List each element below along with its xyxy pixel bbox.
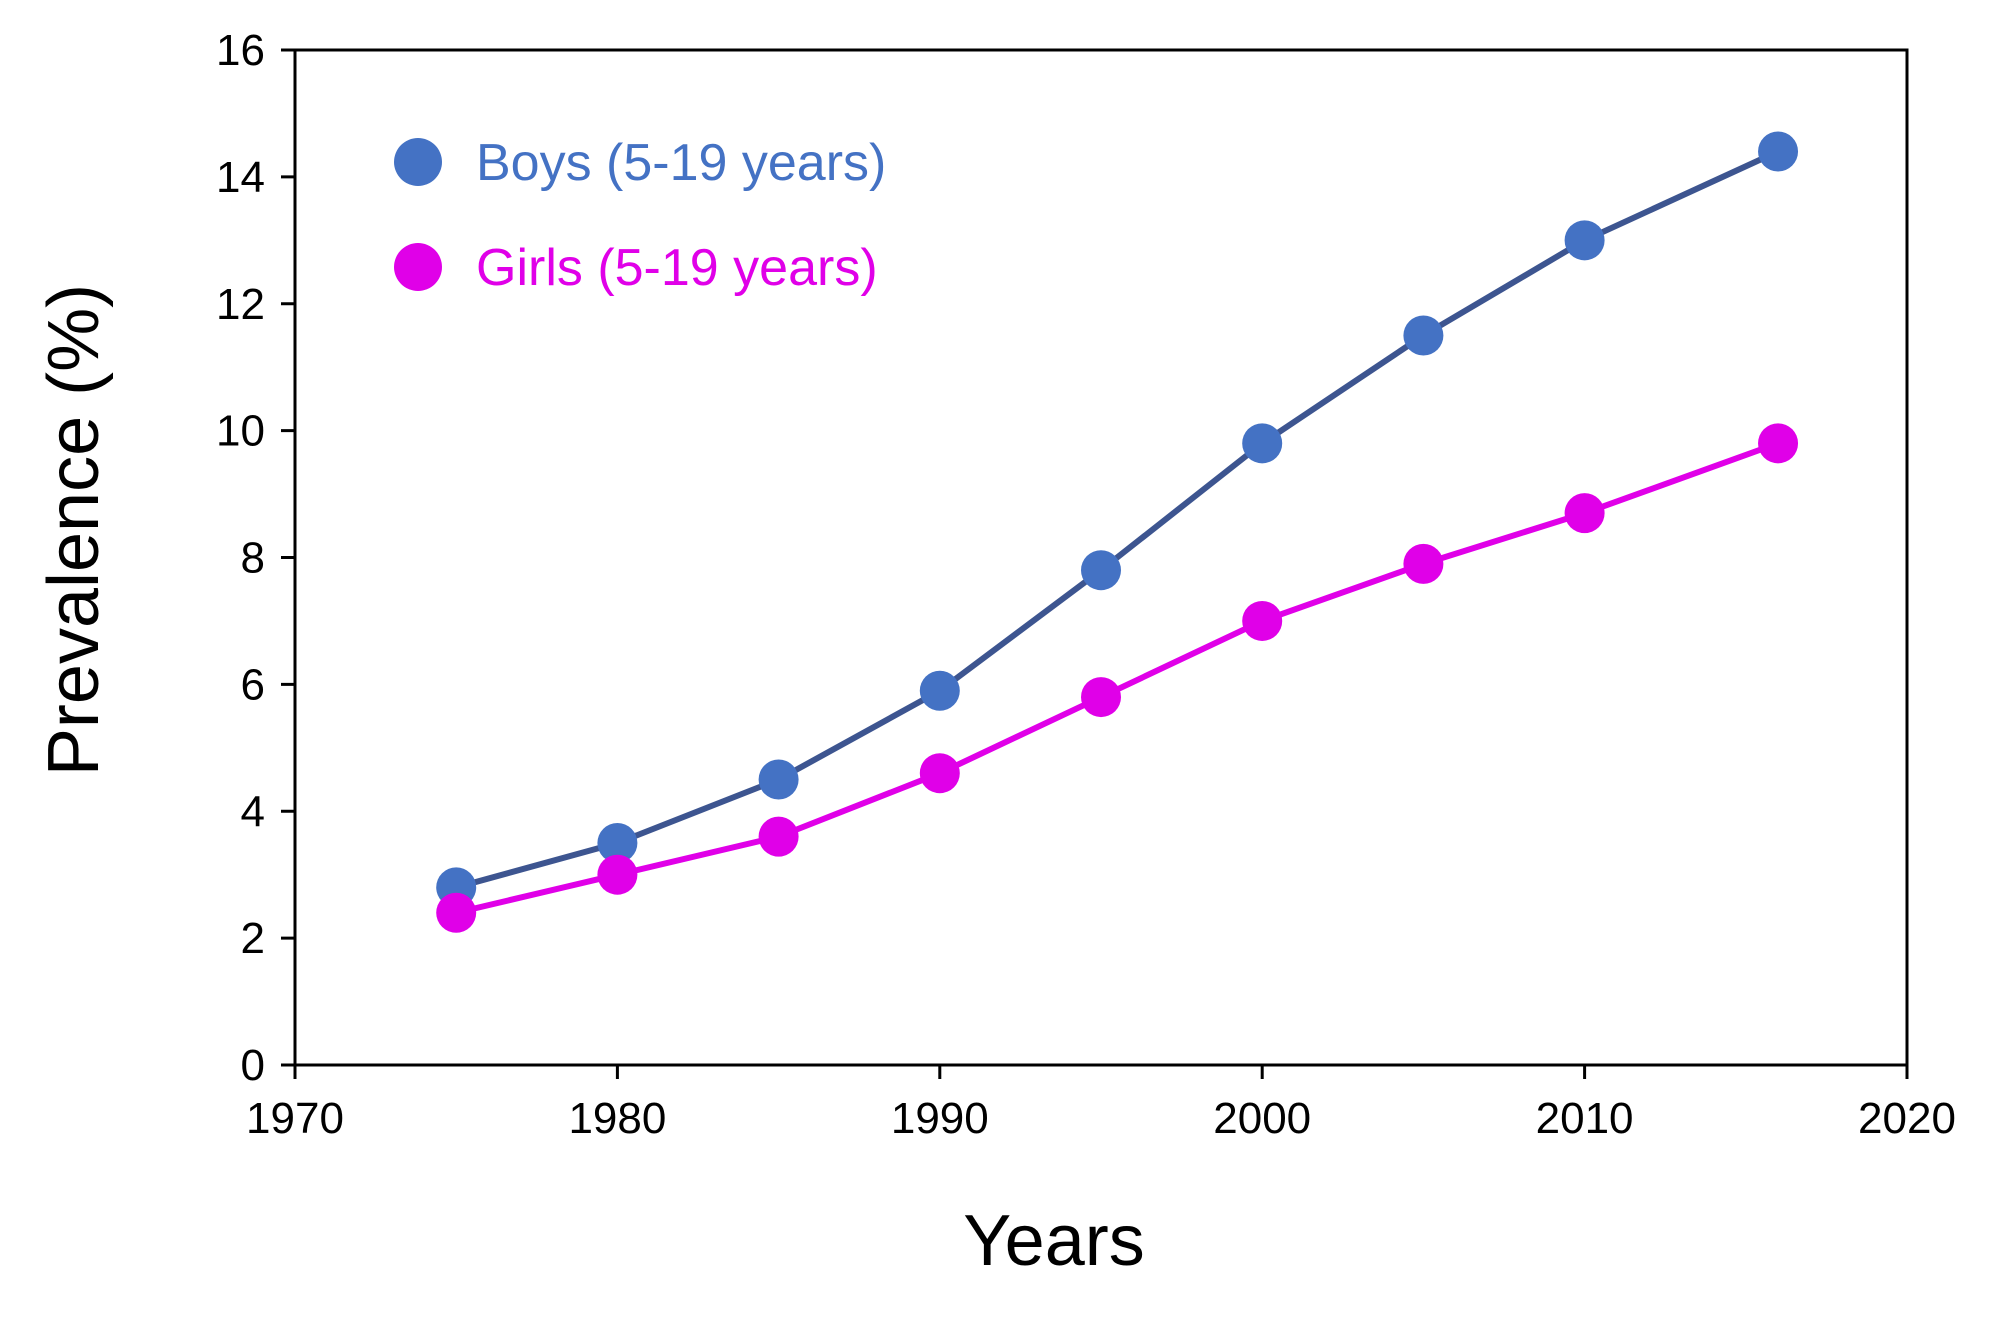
girls-data-point (1242, 600, 1283, 641)
boys-data-point (1564, 220, 1605, 261)
boys-data-point (1081, 550, 1121, 591)
y-axis-ticks: 0 2 4 6 8 10 12 14 16 (216, 26, 295, 1090)
x-tick-label: 1990 (891, 1094, 989, 1143)
girls-data-point (1758, 423, 1799, 464)
y-tick-label: 4 (241, 787, 265, 836)
girls-data-point (919, 753, 960, 794)
y-tick-label: 6 (241, 660, 265, 709)
y-tick-label: 2 (241, 914, 265, 963)
girls-data-point (436, 892, 477, 933)
y-axis-title: Prevalence (%) (34, 284, 114, 776)
boys-data-point (919, 670, 960, 711)
x-tick-label: 1980 (568, 1094, 666, 1143)
series-layer (436, 131, 1799, 933)
y-tick-label: 0 (241, 1041, 265, 1090)
boys-data-point (1758, 131, 1799, 172)
y-tick-label: 10 (216, 407, 265, 456)
y-tick-label: 14 (216, 153, 265, 202)
x-tick-label: 2000 (1213, 1094, 1311, 1143)
legend-marker-boys (394, 138, 442, 186)
legend-label-boys: Boys (5-19 years) (476, 134, 886, 192)
boys-data-point (758, 759, 799, 800)
boys-data-point (597, 822, 638, 863)
x-axis-ticks: 1970 1980 1990 2000 2010 2020 (246, 1065, 1956, 1143)
x-tick-label: 2010 (1536, 1094, 1634, 1143)
x-tick-label: 2020 (1858, 1094, 1956, 1143)
y-tick-label: 8 (241, 534, 265, 583)
girls-data-point (1403, 543, 1444, 584)
legend-marker-girls (394, 243, 442, 291)
boys-data-point (1242, 423, 1283, 464)
legend-label-girls: Girls (5-19 years) (476, 239, 878, 297)
y-tick-label: 12 (216, 280, 265, 329)
x-tick-label: 1970 (246, 1094, 344, 1143)
girls-data-point (758, 816, 799, 857)
x-axis-title: Years (963, 1201, 1144, 1281)
y-tick-label: 16 (216, 26, 265, 75)
girls-data-point (597, 854, 638, 895)
girls-data-point (1081, 677, 1121, 718)
girls-data-point (1564, 493, 1605, 534)
legend: Boys (5-19 years) Girls (5-19 years) (394, 134, 886, 297)
boys-data-point (1403, 315, 1444, 356)
